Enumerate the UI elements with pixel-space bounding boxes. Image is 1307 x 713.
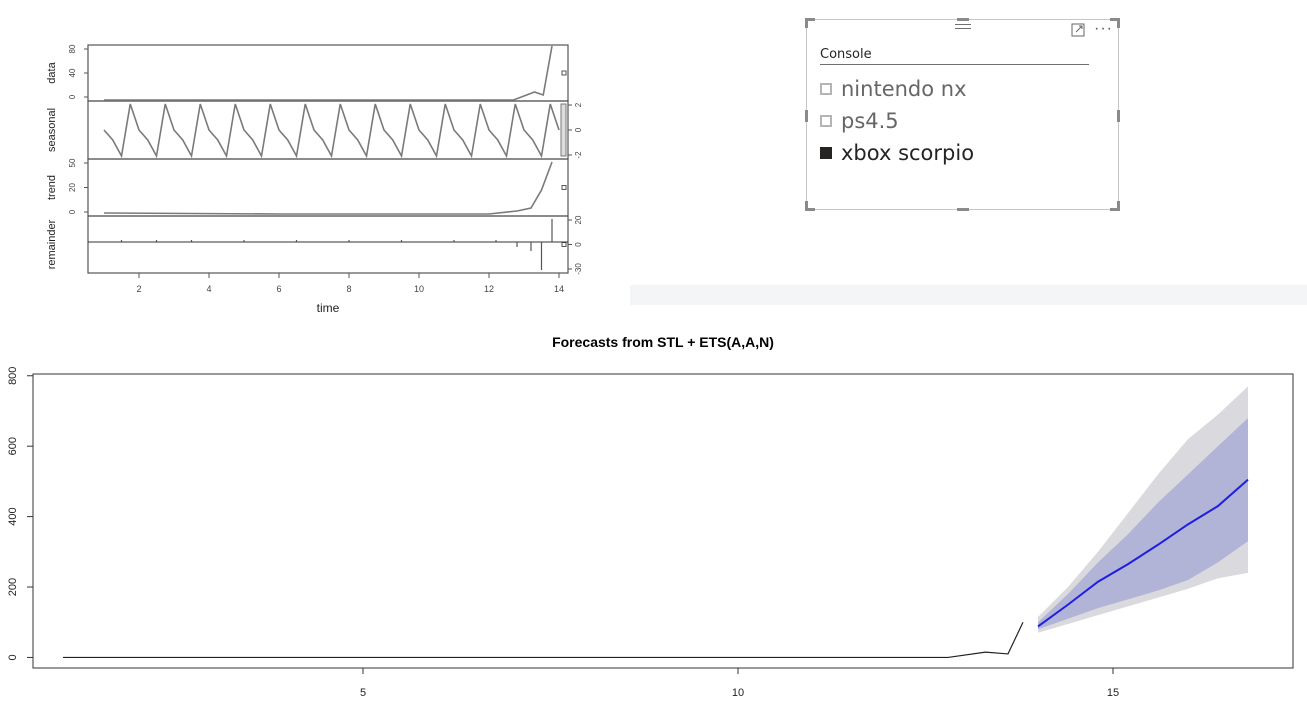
y-axis-tick-label: 400 (7, 507, 19, 525)
stl-panel-label: seasonal (46, 108, 58, 152)
slicer-header: Console (820, 47, 1089, 65)
stl-x-tick-label: 12 (484, 284, 494, 294)
resize-handle-top[interactable] (957, 18, 969, 21)
slicer-item-label: ps4.5 (841, 109, 899, 133)
stl-y-tick-label: 0 (574, 127, 583, 132)
stl-x-tick-label: 8 (346, 284, 351, 294)
stl-range-bar (561, 70, 567, 76)
stl-trend-line (103, 161, 553, 215)
more-options-icon[interactable]: ··· (1094, 20, 1113, 37)
stl-y-tick-label: 40 (68, 68, 77, 77)
stl-y-tick-label: 2 (574, 102, 583, 107)
resize-corner-top-left[interactable] (805, 18, 815, 28)
prediction-interval-80 (1038, 418, 1248, 630)
stl-seasonal-range-bar (560, 103, 567, 157)
forecast-visual[interactable]: Forecasts from STL + ETS(A,A,N) 0 200 400 60… (0, 320, 1307, 708)
stl-x-tick-label: 14 (554, 284, 564, 294)
y-axis-tick-label: 200 (7, 578, 19, 596)
x-axis-tick-label: 10 (732, 687, 744, 699)
stl-data-line (104, 45, 553, 101)
slicer-item-label: nintendo nx (841, 77, 967, 101)
forecast-mean-line (1037, 478, 1249, 628)
stl-panel-label: remainder (46, 219, 58, 269)
stl-panel-label: data (46, 61, 58, 83)
slicer-item-label: xbox scorpio (841, 141, 975, 165)
y-axis-tick-label: 600 (7, 437, 19, 455)
stl-x-tick-label: 6 (276, 284, 281, 294)
slicer-item-ps4-5[interactable]: ps4.5 (820, 105, 974, 137)
background-band-right (630, 285, 1307, 305)
resize-handle-bottom[interactable] (957, 208, 969, 211)
focus-mode-icon[interactable] (1071, 23, 1085, 37)
stl-y-tick-label: 20 (574, 215, 583, 224)
stl-range-bar (561, 242, 567, 247)
plot-frame (32, 373, 1294, 669)
stl-panel-frame (87, 215, 569, 274)
resize-corner-bottom-left[interactable] (805, 201, 815, 211)
checkbox-unchecked-icon[interactable] (820, 115, 832, 127)
stl-y-tick-label: 80 (68, 44, 77, 53)
stl-x-tick-label: 2 (136, 284, 141, 294)
stl-y-tick-label: 50 (68, 158, 77, 167)
slicer-item-nintendo-nx[interactable]: nintendo nx (820, 73, 974, 105)
resize-handle-right[interactable] (1117, 110, 1120, 122)
resize-corner-bottom-right[interactable] (1110, 201, 1120, 211)
y-axis-tick-label: 0 (7, 654, 19, 660)
stl-panel-frame (87, 158, 569, 217)
stl-y-tick-label: 20 (68, 183, 77, 192)
stl-y-tick-label: -2 (574, 151, 583, 159)
stl-panel-label: trend (46, 175, 58, 200)
slicer-item-xbox-scorpio[interactable]: xbox scorpio (820, 137, 974, 169)
stl-x-tick-label: 4 (206, 284, 211, 294)
stl-decomposition-plot: data04080seasonal-202trend02050remainder… (46, 44, 583, 315)
stl-y-tick-label: 0 (574, 242, 583, 247)
resize-handle-left[interactable] (805, 110, 808, 122)
stl-x-axis-label: time (317, 301, 340, 315)
x-axis-tick-label: 5 (360, 687, 366, 699)
checkbox-unchecked-icon[interactable] (820, 83, 832, 95)
drag-handle-icon[interactable] (955, 24, 971, 33)
stl-range-bar (561, 185, 567, 190)
stl-x-tick-label: 10 (414, 284, 424, 294)
stl-panel-frame (87, 44, 569, 102)
stl-decomposition-visual[interactable]: data 0 40 80 seasonal -2 0 2 trend 0 20 50 remainder… (0, 0, 630, 320)
y-axis-tick-label: 800 (7, 367, 19, 385)
console-slicer[interactable]: ··· Console nintendo nx ps4.5 xbox scorp… (805, 18, 1120, 211)
stl-y-tick-label: 0 (68, 209, 77, 214)
stl-y-tick-label: -30 (574, 263, 583, 275)
stl-y-tick-label: 0 (68, 94, 77, 99)
resize-corner-top-right[interactable] (1110, 18, 1120, 28)
x-axis-tick-label: 15 (1107, 687, 1119, 699)
slicer-item-list: nintendo nx ps4.5 xbox scorpio (820, 73, 974, 169)
stl-seasonal-line (103, 103, 560, 159)
checkbox-checked-icon[interactable] (820, 147, 832, 159)
forecast-chart: Forecasts from STL + ETS(A,A,N) 0 200 400 60… (7, 334, 1294, 699)
chart-title: Forecasts from STL + ETS(A,A,N) (552, 334, 774, 350)
history-line (63, 621, 1024, 659)
